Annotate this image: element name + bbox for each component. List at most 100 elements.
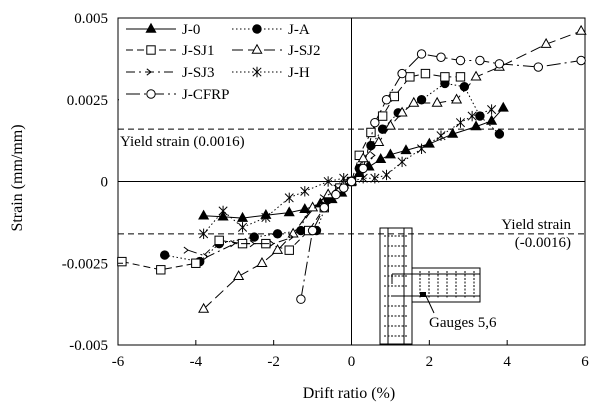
legend-label: J-0 — [182, 22, 200, 38]
data-point — [370, 173, 380, 184]
data-point — [400, 144, 412, 155]
data-point — [198, 302, 210, 313]
data-point — [191, 258, 201, 268]
beam-sketch — [391, 267, 481, 303]
data-point — [384, 148, 396, 159]
legend-label: J-SJ3 — [182, 65, 215, 81]
legend-item-j-a: J-A — [232, 22, 310, 38]
data-point — [440, 72, 450, 82]
y-tick-label: 0.0025 — [67, 93, 108, 109]
data-point — [497, 101, 509, 112]
data-point — [284, 192, 294, 204]
series-layer — [117, 24, 587, 313]
y-tick-label: -0.0025 — [62, 256, 108, 272]
series-j-h — [199, 104, 497, 240]
data-point — [375, 153, 387, 163]
y-axis-title: Strain (mm/mm) — [9, 124, 26, 231]
axis-ticks: -6 -4 -2 0 2 4 6 -0.005 -0.0025 0 0.0025 0.005 — [62, 11, 589, 370]
data-point — [322, 188, 334, 199]
x-axis-title: Drift ratio (%) — [303, 385, 395, 402]
legend-item-j-cfrp: J-CFRP — [126, 87, 230, 103]
data-point — [358, 163, 368, 174]
legend-label: J-A — [288, 22, 310, 38]
data-point — [358, 173, 368, 184]
data-point — [146, 68, 152, 76]
data-point — [370, 151, 376, 159]
data-point — [384, 119, 396, 130]
data-point — [203, 253, 209, 261]
x-tick-label: 0 — [348, 354, 356, 370]
data-point — [272, 229, 283, 239]
data-point — [323, 176, 333, 187]
data-point — [249, 240, 256, 248]
data-point — [533, 62, 543, 72]
data-point — [416, 95, 427, 105]
series-j-sj2 — [198, 24, 587, 313]
data-point — [288, 233, 294, 241]
data-point — [300, 186, 310, 197]
data-point — [405, 72, 415, 82]
data-point — [339, 183, 349, 193]
gauge-leader-line — [425, 295, 435, 314]
data-point — [455, 55, 466, 66]
data-point — [304, 210, 310, 218]
data-point — [319, 194, 326, 202]
data-point — [389, 91, 400, 102]
legend: J-0 J-A J-SJ1 J-SJ2 J-SJ3 J-H J-CFRP — [119, 19, 349, 116]
gauge-label: Gauges 5,6 — [429, 315, 497, 331]
yield-strain-label-negative-value: (-0.0016) — [515, 235, 571, 251]
x-tick-label: 4 — [503, 354, 511, 370]
data-point — [540, 37, 552, 48]
legend-item-j-sj2: J-SJ2 — [232, 43, 321, 59]
data-point — [408, 96, 420, 107]
legend-item-j-h: J-H — [232, 65, 310, 81]
data-point — [377, 111, 388, 121]
data-point — [252, 24, 262, 34]
legend-item-j-0: J-0 — [126, 22, 200, 38]
legend-label: J-CFRP — [182, 87, 230, 103]
data-point — [416, 49, 427, 59]
data-point — [470, 70, 482, 81]
data-point — [475, 111, 485, 121]
data-point — [283, 206, 295, 217]
data-point — [339, 173, 349, 184]
data-point — [431, 96, 443, 107]
data-point — [576, 55, 586, 66]
data-point — [269, 240, 275, 248]
data-point — [494, 59, 505, 69]
data-point — [261, 212, 271, 223]
data-point — [146, 45, 156, 55]
data-point — [354, 168, 361, 176]
x-tick-label: 6 — [581, 354, 589, 370]
series-j-cfrp — [296, 49, 586, 304]
data-point — [455, 72, 466, 82]
data-point — [397, 156, 407, 168]
data-point — [296, 294, 306, 304]
data-point — [366, 127, 376, 138]
data-point — [156, 265, 166, 275]
data-point — [236, 211, 249, 222]
x-tick-label: -6 — [112, 354, 125, 370]
data-point — [575, 24, 587, 35]
data-point — [455, 117, 466, 128]
data-point — [319, 202, 329, 213]
data-point — [331, 189, 341, 200]
data-point — [475, 55, 485, 66]
data-point — [447, 127, 459, 138]
data-point — [370, 117, 380, 128]
legend-background — [119, 19, 349, 116]
legend-label: J-SJ2 — [288, 43, 321, 59]
data-point — [256, 257, 268, 267]
data-point — [451, 93, 463, 104]
legend-label: J-SJ1 — [182, 43, 215, 59]
gauge-inset-diagram: Gauges 5,6 — [379, 227, 497, 345]
data-point — [218, 205, 228, 217]
series-j-sj3 — [183, 151, 376, 261]
x-tick-label: -2 — [267, 354, 280, 370]
data-point — [494, 129, 505, 139]
data-point — [233, 270, 245, 281]
data-point — [486, 114, 498, 125]
data-point — [252, 66, 262, 78]
beam-outline — [411, 267, 481, 303]
data-point — [381, 169, 392, 181]
